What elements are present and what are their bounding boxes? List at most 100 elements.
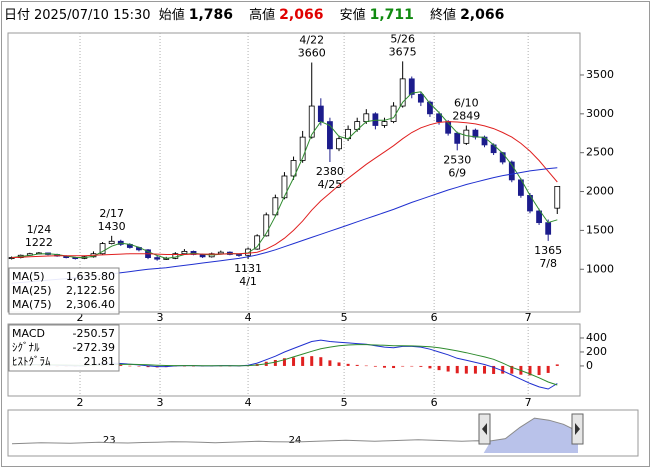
histogram-bar	[273, 360, 277, 366]
histogram-bar	[446, 365, 450, 372]
histogram-bar	[410, 365, 414, 367]
histogram-bar	[501, 365, 505, 374]
x-tick-label: 3	[157, 396, 164, 409]
navigator-panel	[7, 409, 639, 457]
x-tick-label: 5	[341, 311, 348, 324]
histogram-bar	[346, 363, 350, 366]
annotation-value: 2530	[443, 153, 471, 166]
low-value: 1,711	[369, 7, 414, 23]
x-tick-label: 2	[77, 396, 84, 409]
ma-line	[11, 91, 558, 259]
annotation-date: 1/24	[27, 223, 52, 236]
annotation-date: 5/26	[390, 32, 415, 45]
histogram-bar	[364, 365, 368, 367]
x-tick-label: 4	[245, 311, 252, 324]
high-label: 高値	[249, 8, 276, 23]
candle-body	[181, 250, 188, 255]
main-panel	[7, 32, 581, 313]
candle-body	[299, 136, 306, 161]
navigator-window-area	[483, 418, 578, 453]
y-tick-label: 1000	[586, 262, 614, 275]
histogram-bar	[392, 365, 396, 369]
histogram-bar	[192, 365, 196, 367]
histogram-bar	[483, 365, 487, 374]
candle-body	[272, 197, 279, 216]
candle-body	[308, 105, 315, 138]
histogram-bar	[119, 365, 123, 366]
annotation-value: 1365	[534, 244, 562, 257]
close-label: 終値	[430, 8, 457, 23]
candle-body	[454, 132, 461, 144]
histogram-bar	[455, 365, 459, 374]
x-tick-label: 3	[157, 311, 164, 324]
legend-value: 1,635.80	[66, 270, 115, 283]
candle-body	[417, 93, 424, 103]
y-tick-label: 200	[586, 345, 607, 358]
candle-body	[554, 186, 561, 209]
open-value: 1,786	[188, 7, 233, 23]
low-label: 安値	[339, 8, 366, 23]
candle-body	[263, 214, 270, 237]
y-tick-label: 1500	[586, 223, 614, 236]
y-tick-label: 2500	[586, 146, 614, 159]
legend-value: -250.57	[73, 327, 115, 340]
candle-body	[436, 113, 442, 122]
candle-body	[290, 160, 297, 177]
y-tick-label: 0	[586, 359, 593, 372]
candle-body	[336, 138, 342, 150]
navigator-label: 24	[289, 435, 302, 446]
candle-body	[327, 121, 333, 150]
candle-body	[463, 129, 470, 144]
histogram-bar	[137, 365, 141, 367]
annotation-value: 3660	[298, 47, 326, 60]
histogram-bar	[428, 365, 432, 369]
annotation-date: 6/10	[454, 97, 479, 110]
histogram-bar	[555, 364, 559, 366]
x-tick-label: 6	[431, 396, 438, 409]
navigator-label: 23	[103, 435, 116, 446]
histogram-bar	[537, 365, 541, 376]
annotation-value: 1131	[234, 262, 262, 275]
candle-body	[154, 257, 161, 260]
histogram-bar	[401, 365, 405, 367]
x-tick-label: 7	[525, 311, 532, 324]
histogram-bar	[382, 365, 386, 368]
annotation-value: 2380	[316, 165, 344, 178]
annotation-date: 4/1	[239, 275, 257, 288]
price-header: 日付 2025/07/10 15:30 始値 1,786 高値 2,066 安値 1,7…	[4, 4, 644, 26]
histogram-bar	[146, 365, 150, 368]
candle-body	[281, 175, 288, 199]
legend-name: MA(25)	[12, 284, 52, 297]
candle-body	[545, 222, 552, 235]
annotation-date: 2/17	[99, 207, 124, 220]
high-value: 2,066	[279, 7, 324, 23]
date-label: 日付	[4, 8, 31, 23]
x-tick-label: 5	[341, 396, 348, 409]
histogram-bar	[355, 364, 359, 366]
candle-body	[399, 78, 406, 107]
candle-body	[472, 129, 479, 138]
legend-name: ﾋｽﾄｸﾞﾗﾑ	[12, 355, 51, 368]
legend-name: MA(75)	[12, 298, 52, 311]
histogram-bar	[510, 365, 514, 374]
annotation-value: 1430	[98, 220, 126, 233]
y-tick-label: 3500	[586, 68, 614, 81]
histogram-bar	[419, 365, 423, 367]
histogram-bar	[319, 357, 323, 366]
histogram-bar	[437, 365, 441, 371]
x-tick-label: 4	[245, 396, 252, 409]
annotation-value: 1222	[25, 236, 53, 249]
candle-body	[372, 113, 379, 126]
legend-name: MACD	[12, 327, 45, 340]
scroll-arrow-left	[482, 423, 487, 435]
x-tick-label: 2	[77, 311, 84, 324]
y-tick-label: 3000	[586, 107, 614, 120]
date: 2025/07/10 15:30	[34, 8, 151, 23]
legend-box	[8, 324, 120, 372]
y-tick-label: 2000	[586, 185, 614, 198]
candle-body	[427, 101, 433, 115]
legend-name: ｼｸﾞﾅﾙ	[12, 341, 40, 354]
y-tick-label: 400	[586, 331, 607, 344]
